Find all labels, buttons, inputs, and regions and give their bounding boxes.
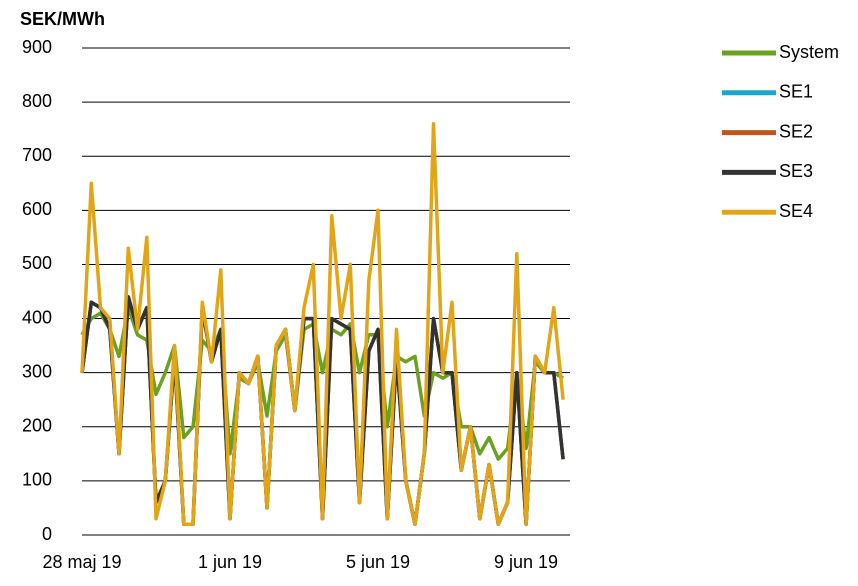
y-tick-label: 300 [22, 361, 52, 381]
x-tick-label: 28 maj 19 [42, 552, 121, 572]
x-tick-label: 9 jun 19 [494, 552, 558, 572]
legend-label: SE3 [779, 161, 813, 181]
series-line [80, 122, 565, 526]
y-tick-label: 500 [22, 253, 52, 273]
x-tick-label: 1 jun 19 [198, 552, 262, 572]
y-tick-label: 600 [22, 199, 52, 219]
y-tick-label: 400 [22, 307, 52, 327]
y-tick-label: 900 [22, 37, 52, 57]
legend-label: SE2 [779, 121, 813, 141]
y-tick-label: 100 [22, 470, 52, 490]
legend-label: SE4 [779, 201, 813, 221]
chart-title: SEK/MWh [20, 9, 105, 29]
y-tick-label: 800 [22, 91, 52, 111]
y-tick-label: 200 [22, 416, 52, 436]
legend-label: System [779, 42, 839, 62]
series-line [80, 305, 564, 461]
y-tick-label: 0 [42, 524, 52, 544]
y-tick-label: 700 [22, 145, 52, 165]
x-tick-label: 5 jun 19 [346, 552, 410, 572]
legend-label: SE1 [779, 82, 813, 102]
